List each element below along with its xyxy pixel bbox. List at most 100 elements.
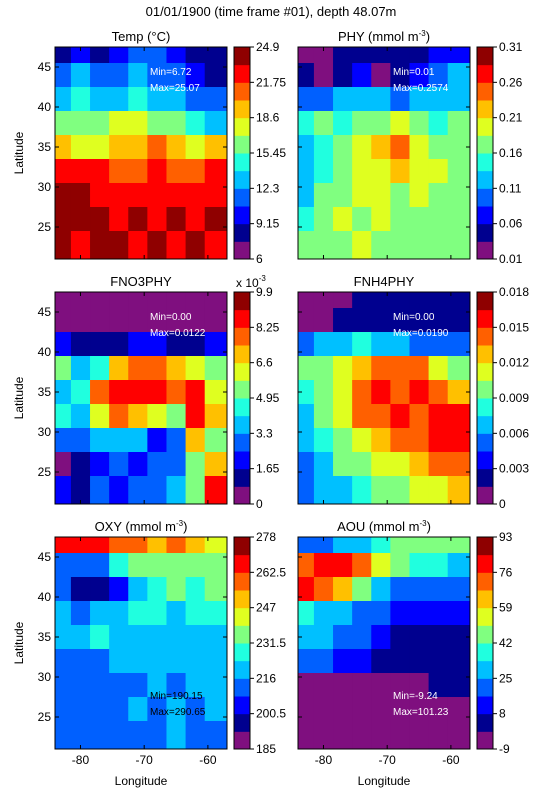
heatmap-cell: [352, 207, 372, 232]
heatmap-cell: [128, 47, 148, 64]
y-tick-label: 40: [38, 345, 52, 359]
heatmap-cell: [204, 159, 227, 184]
heatmap-cell: [204, 135, 227, 160]
heatmap-cell: [70, 721, 91, 749]
heatmap-cell: [90, 601, 110, 626]
heatmap-cell: [428, 380, 449, 405]
heatmap-cell: [109, 380, 129, 405]
heatmap-cell: [55, 428, 72, 453]
heatmap-cell: [147, 332, 168, 357]
heatmap-cell: [428, 87, 449, 112]
heatmap-cell: [109, 356, 129, 381]
heatmap-cell: [147, 577, 168, 602]
heatmap-cell: [70, 577, 91, 602]
colorbar-tick-label: 0.26: [499, 75, 523, 89]
heatmap-cell: [352, 476, 372, 504]
heatmap-cell: [447, 649, 470, 674]
heatmap-cell: [352, 721, 372, 749]
heatmap-cell: [147, 87, 168, 112]
heatmap-cell: [352, 308, 372, 333]
y-tick-label: 40: [38, 100, 52, 114]
heatmap-cell: [447, 231, 470, 259]
heatmap-cell: [371, 697, 391, 722]
colorbar-tick-label: 6: [256, 252, 263, 266]
heatmap-cell: [352, 697, 372, 722]
heatmap-cell: [109, 428, 129, 453]
colorbar-segment: [234, 327, 250, 346]
heatmap-cell: [371, 404, 391, 429]
heatmap-cell: [70, 673, 91, 698]
heatmap-cell: [70, 308, 91, 333]
heatmap-cell: [55, 47, 72, 64]
heatmap-cell: [185, 183, 206, 208]
heatmap-cell: [90, 428, 110, 453]
colorbar-segment: [234, 398, 250, 417]
heatmap-cell: [333, 356, 353, 381]
heatmap-cell: [166, 356, 187, 381]
heatmap-cell: [204, 537, 227, 554]
axes-frame: [54, 536, 228, 750]
heatmap-cell: [447, 721, 470, 749]
colorbar-segment: [477, 433, 493, 452]
heatmap-cell: [185, 135, 206, 160]
heatmap-cell: [333, 47, 353, 64]
x-tick-label: -70: [379, 753, 397, 767]
heatmap-cell: [298, 87, 315, 112]
colorbar-segment: [234, 468, 250, 487]
colorbar-exponent-base: x 10: [236, 276, 259, 290]
heatmap-cell: [185, 577, 206, 602]
heatmap-cell: [352, 625, 372, 650]
heatmap-cell: [352, 404, 372, 429]
heatmap-cell: [166, 111, 187, 136]
colorbar-tick-label: 262.5: [256, 565, 286, 579]
colorbar-segment: [234, 537, 250, 556]
heatmap-cell: [390, 577, 411, 602]
heatmap-cell: [313, 404, 334, 429]
heatmap-cell: [147, 63, 168, 88]
heatmap-cell: [166, 47, 187, 64]
heatmap-cell: [128, 625, 148, 650]
panel-title: OXY (mmol m-3): [95, 519, 188, 534]
heatmap-cell: [185, 380, 206, 405]
heatmap-cell: [352, 63, 372, 88]
heatmap-cell: [128, 207, 148, 232]
colorbar-segment: [234, 451, 250, 470]
heatmap-cell: [204, 601, 227, 626]
colorbar: 278 262.5 247 231.5 216 200.5 185: [233, 530, 286, 756]
heatmap-cell: [185, 428, 206, 453]
heatmap-cell: [352, 159, 372, 184]
panel-title-end: ): [183, 519, 187, 534]
colorbar-tick-label: 59: [499, 601, 513, 615]
heatmap-cell: [371, 87, 391, 112]
heatmap-cell: [371, 111, 391, 136]
colorbar-segment: [477, 554, 493, 573]
colorbar-segment: [477, 64, 493, 83]
heatmap-cell: [390, 673, 411, 698]
heatmap-cell: [447, 332, 470, 357]
heatmap-cell: [109, 476, 129, 504]
heatmap-cell: [371, 721, 391, 749]
colorbar-segment: [234, 170, 250, 189]
heatmap-cell: [147, 553, 168, 578]
heatmap-cell: [409, 308, 430, 333]
heatmap-cell: [204, 404, 227, 429]
heatmap-cell: [70, 292, 91, 309]
heatmap-cell: [55, 183, 72, 208]
colorbar-segment: [477, 135, 493, 154]
heatmap-cell: [313, 476, 334, 504]
heatmap-cell: [390, 292, 411, 309]
heatmap-cell: [128, 697, 148, 722]
heatmap-cell: [390, 625, 411, 650]
heatmap-cell: [109, 47, 129, 64]
colorbar-tick-label: 3.3: [256, 426, 273, 440]
colorbar: 93 76 59 42 25 8 -9: [476, 530, 513, 756]
heatmap-cell: [204, 47, 227, 64]
heatmap-cell: [298, 553, 315, 578]
heatmap-cell: [428, 135, 449, 160]
colorbar-segment: [234, 625, 250, 644]
y-tick-label: 35: [38, 630, 52, 644]
max-annotation: Max=0.0190: [393, 328, 449, 339]
heatmap-cell: [185, 207, 206, 232]
heatmap-cell: [313, 63, 334, 88]
